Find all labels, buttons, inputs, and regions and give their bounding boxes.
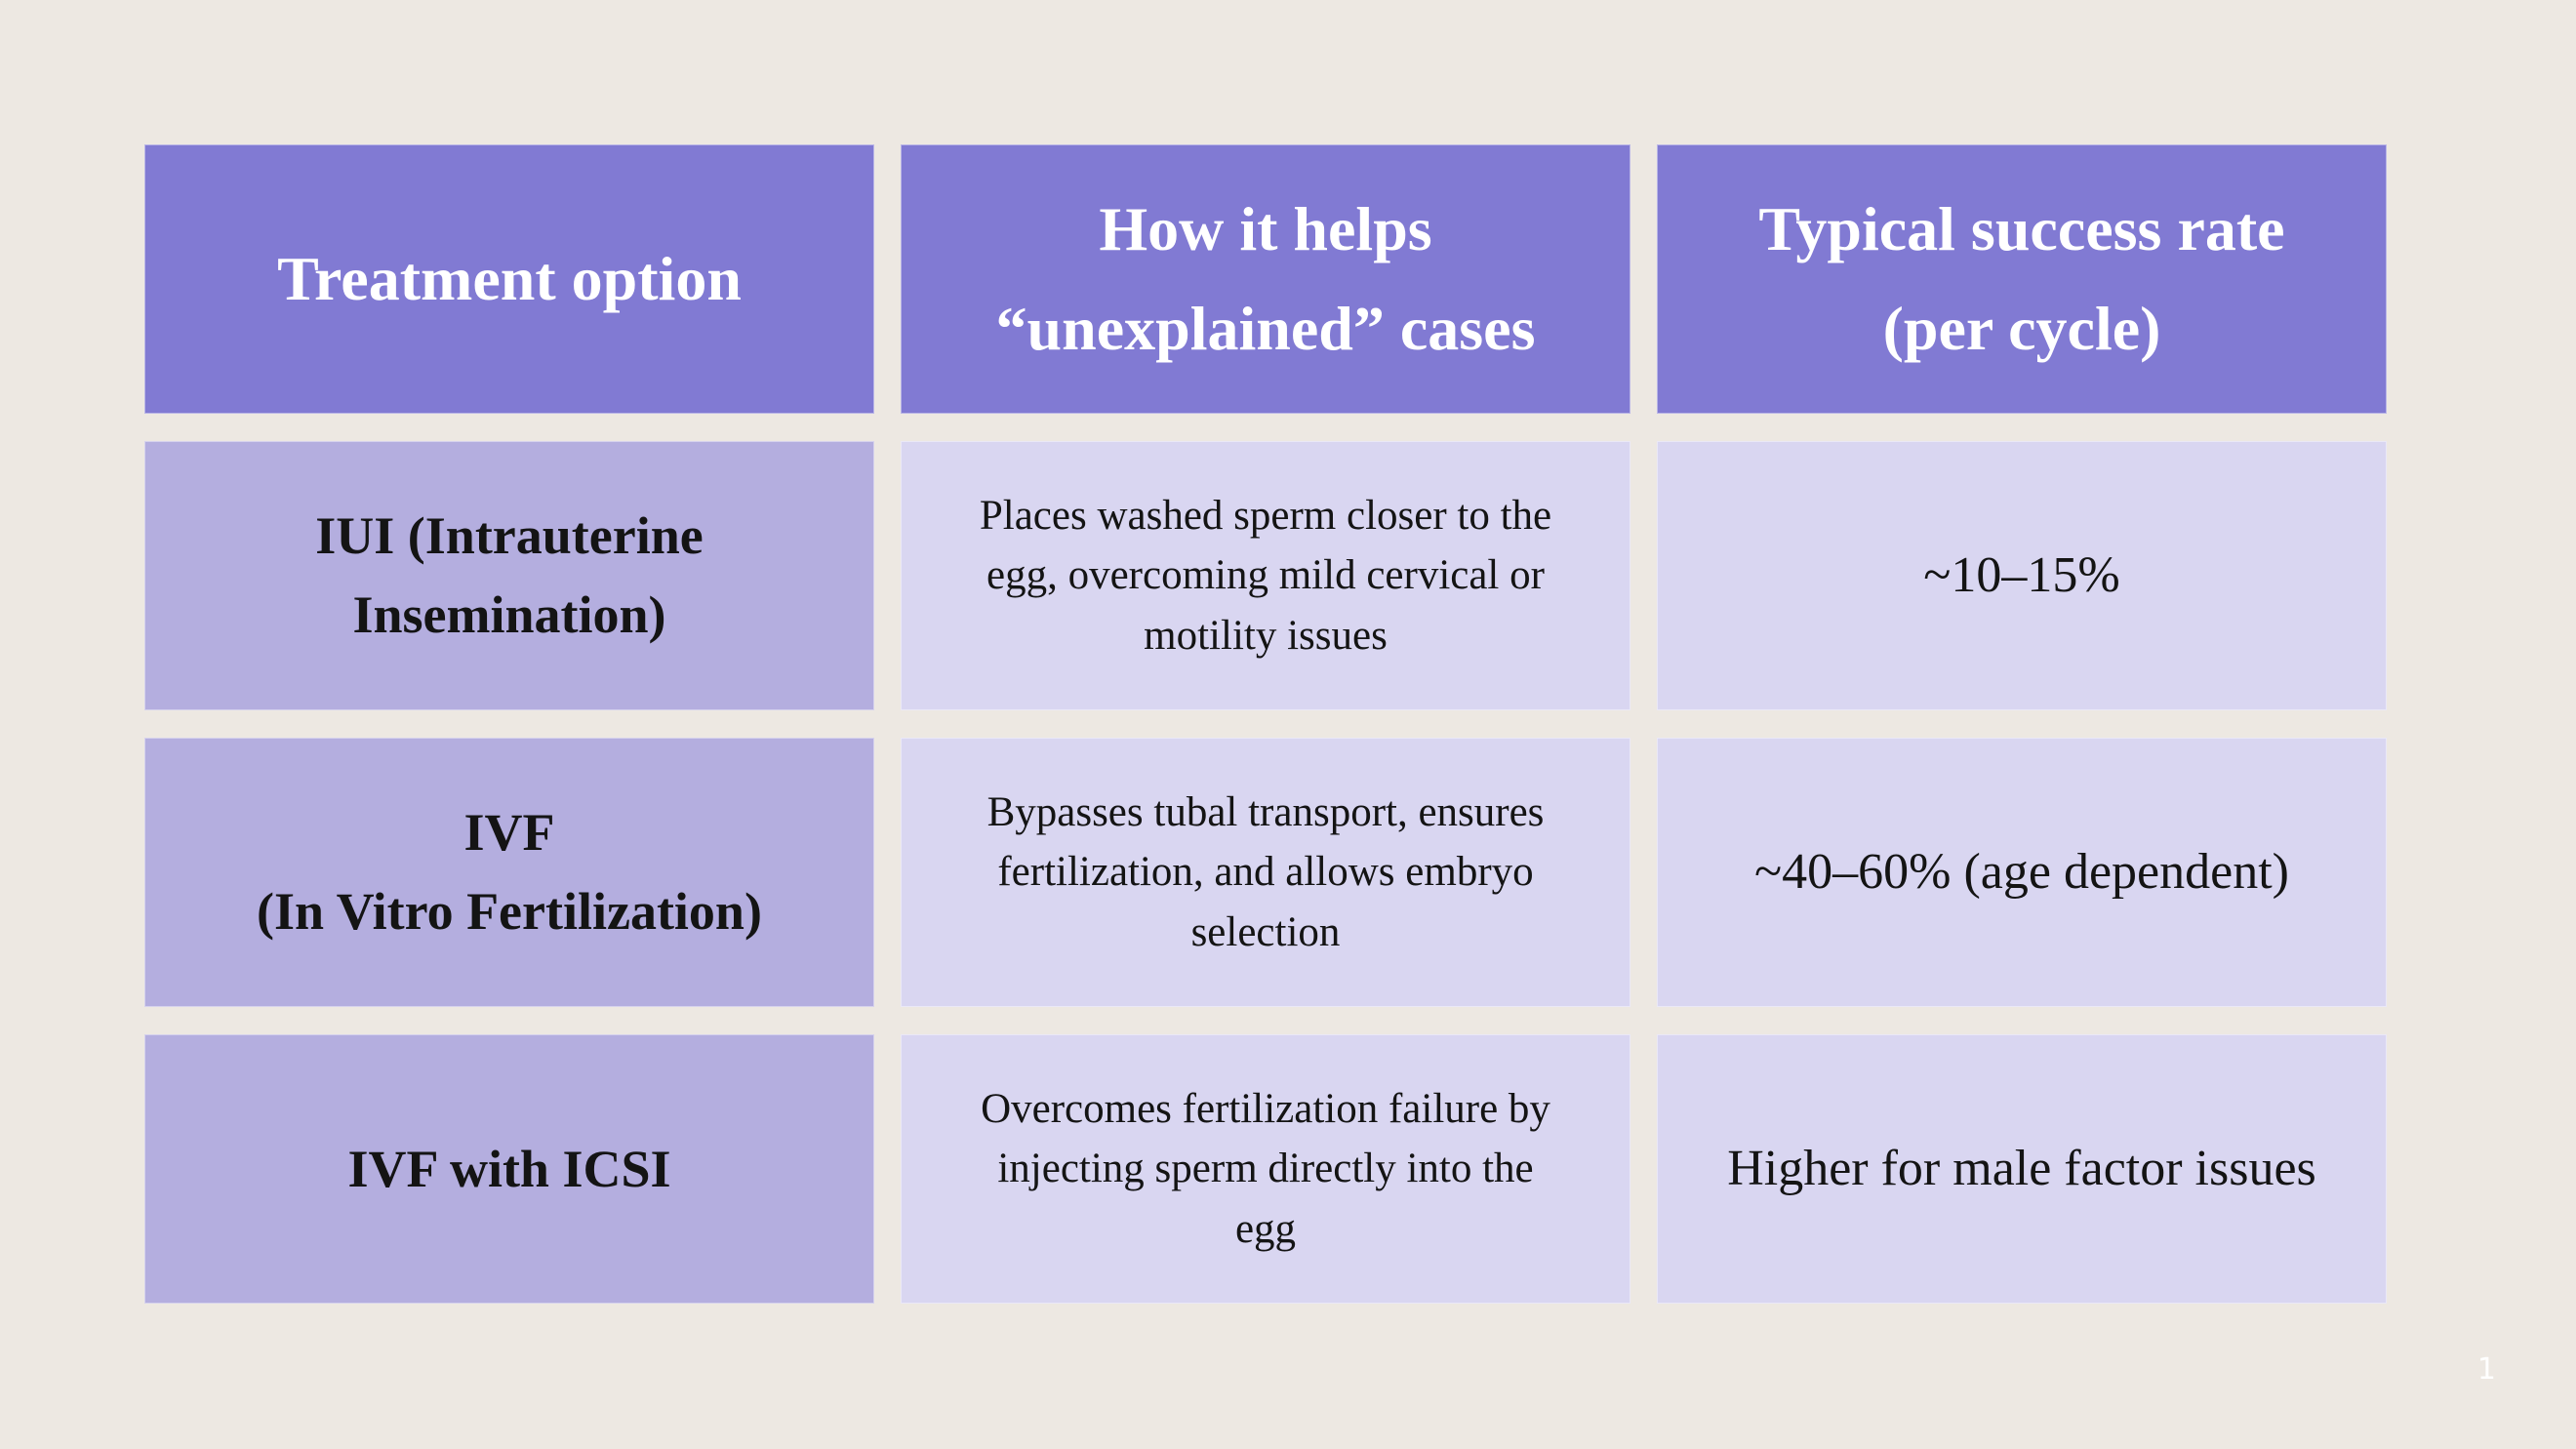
header-cell-treatment-option: Treatment option <box>144 144 874 414</box>
row-iui-rate-cell: ~10–15% <box>1657 441 2387 710</box>
row-ivf-icsi-option-cell: IVF with ICSI <box>144 1034 874 1304</box>
header-cell-success-rate: Typical success rate (per cycle) <box>1657 144 2387 414</box>
row-iui-option-cell: IUI (Intrauterine Insemination) <box>144 441 874 710</box>
row-iui-how-cell: Places washed sperm closer to the egg, o… <box>901 441 1630 710</box>
row-ivf-icsi-how-cell: Overcomes fertilization failure by injec… <box>901 1034 1630 1304</box>
treatment-comparison-table: Treatment option How it helps “unexplain… <box>144 144 2387 1304</box>
page-number: 1 <box>2476 1352 2496 1387</box>
row-ivf-icsi-rate-cell: Higher for male factor issues <box>1657 1034 2387 1304</box>
row-ivf-option-cell: IVF (In Vitro Fertilization) <box>144 738 874 1007</box>
row-ivf-rate-cell: ~40–60% (age dependent) <box>1657 738 2387 1007</box>
row-ivf-how-cell: Bypasses tubal transport, ensures fertil… <box>901 738 1630 1007</box>
header-cell-how-it-helps: How it helps “unexplained” cases <box>901 144 1630 414</box>
